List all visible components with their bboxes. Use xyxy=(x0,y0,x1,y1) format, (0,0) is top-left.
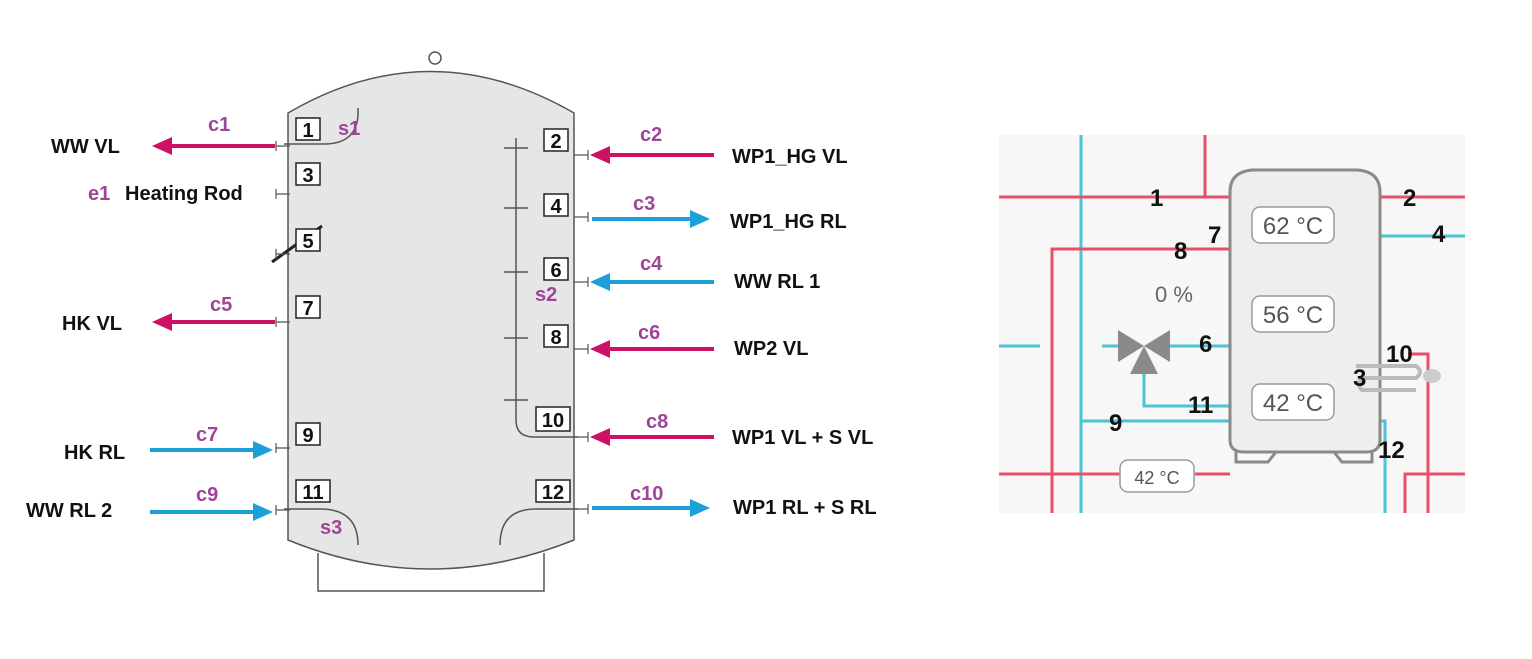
port-numbers: 1 3 5 7 9 11 2 4 6 8 10 12 xyxy=(302,120,564,504)
port-2: 2 xyxy=(550,131,561,153)
port-boxes xyxy=(295,117,571,503)
label-wp1-hg-vl: WP1_HG VL xyxy=(732,146,848,168)
temp-box-top xyxy=(1251,206,1335,244)
port-10: 10 xyxy=(542,410,564,432)
tag-c6: c6 xyxy=(638,322,660,344)
port-9: 9 xyxy=(302,425,313,447)
tank-stand xyxy=(317,553,545,592)
conn-1: 1 xyxy=(1150,185,1163,212)
sensor-s2: s2 xyxy=(535,284,557,306)
port-3: 3 xyxy=(302,165,313,187)
right-port-stubs xyxy=(574,150,589,514)
conn-9: 9 xyxy=(1109,410,1122,437)
temp-top: 62 °C xyxy=(1263,213,1323,240)
return-pipe-12 xyxy=(499,508,578,546)
left-port-stubs xyxy=(275,141,290,515)
three-way-valve-icon xyxy=(1118,330,1170,374)
tag-c9: c9 xyxy=(196,484,218,506)
temp-box-bottom xyxy=(1251,383,1335,421)
sensor-s3: s3 xyxy=(320,517,342,539)
collector-pipe xyxy=(515,138,578,438)
app-tank-foot-left xyxy=(1234,451,1278,464)
label-hk-vl: HK VL xyxy=(62,313,122,335)
conn-6: 6 xyxy=(1199,331,1212,358)
conn-10: 10 xyxy=(1386,341,1413,368)
tag-c10: c10 xyxy=(630,483,663,505)
conn-12: 12 xyxy=(1378,437,1405,464)
conn-7: 7 xyxy=(1208,222,1221,249)
sensor-s1: s1 xyxy=(338,118,360,140)
conn-8: 8 xyxy=(1174,238,1187,265)
port-12: 12 xyxy=(542,482,564,504)
valve-percent: 0 % xyxy=(1155,282,1193,307)
label-wp1-hg-rl: WP1_HG RL xyxy=(730,211,847,233)
pipe-temp: 42 °C xyxy=(1134,468,1179,488)
right-arrows xyxy=(590,146,714,517)
conn-4: 4 xyxy=(1432,221,1446,248)
tag-c7: c7 xyxy=(196,424,218,446)
tag-c3: c3 xyxy=(633,193,655,215)
temp-middle: 56 °C xyxy=(1263,302,1323,329)
port-6: 6 xyxy=(550,260,561,282)
pipe-temp-box xyxy=(1119,459,1195,493)
label-hk-rl: HK RL xyxy=(64,442,125,464)
tank-vent-cap xyxy=(428,51,442,65)
conn-3: 3 xyxy=(1353,365,1366,392)
port-4: 4 xyxy=(550,196,562,218)
left-schematic: 1 3 5 7 9 11 2 4 6 8 10 12 s1 s2 s3 xyxy=(26,51,877,592)
label-ww-vl: WW VL xyxy=(51,136,120,158)
port-1: 1 xyxy=(302,120,313,142)
tag-c4: c4 xyxy=(640,253,663,275)
sensor-pipe-s3 xyxy=(284,508,359,546)
label-ww-rl-2: WW RL 2 xyxy=(26,500,112,522)
label-wp1-vl-s-vl: WP1 VL + S VL xyxy=(732,427,873,449)
tag-c1: c1 xyxy=(208,114,230,136)
tag-c5: c5 xyxy=(210,294,232,316)
app-tank-foot-right xyxy=(1332,451,1374,464)
storage-tank-body xyxy=(287,70,575,570)
label-ww-rl-1: WW RL 1 xyxy=(734,271,820,293)
label-wp2-vl: WP2 VL xyxy=(734,338,808,360)
sensor-pipe-s1 xyxy=(284,107,359,145)
collector-ticks xyxy=(504,147,528,401)
tag-e1: e1 xyxy=(88,183,110,205)
port-11: 11 xyxy=(302,482,323,504)
tag-c2: c2 xyxy=(640,124,662,146)
temp-bottom: 42 °C xyxy=(1263,390,1323,417)
conn-11: 11 xyxy=(1188,392,1213,419)
port-5: 5 xyxy=(302,231,313,253)
heating-element-icon xyxy=(1356,364,1441,392)
hot-pipes xyxy=(999,135,1465,513)
tag-c8: c8 xyxy=(646,411,668,433)
app-schematic: 62 °C 56 °C 42 °C 42 °C 0 % 1 2 4 7 8 6 … xyxy=(999,135,1465,513)
conn-2: 2 xyxy=(1403,185,1416,212)
port-8: 8 xyxy=(550,327,561,349)
label-heating-rod: Heating Rod xyxy=(125,183,243,205)
label-wp1-rl-s-rl: WP1 RL + S RL xyxy=(733,497,877,519)
left-arrows xyxy=(150,137,275,521)
port-7: 7 xyxy=(302,298,313,320)
temp-box-middle xyxy=(1251,295,1335,333)
